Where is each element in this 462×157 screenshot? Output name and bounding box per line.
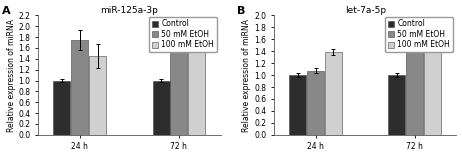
Bar [289,75,306,135]
Bar [188,35,205,135]
Bar [152,81,170,135]
Bar [54,81,70,135]
Bar [424,32,441,135]
Title: miR-125a-3p: miR-125a-3p [100,5,158,15]
Bar [325,52,342,135]
Y-axis label: Relative expression of miRNA: Relative expression of miRNA [243,19,251,132]
Title: let-7a-5p: let-7a-5p [345,5,386,15]
Text: B: B [237,6,246,16]
Bar [170,28,188,135]
Text: A: A [1,6,10,16]
Bar [71,40,88,135]
Legend: Control, 50 mM EtOH, 100 mM EtOH: Control, 50 mM EtOH, 100 mM EtOH [150,17,217,52]
Legend: Control, 50 mM EtOH, 100 mM EtOH: Control, 50 mM EtOH, 100 mM EtOH [385,17,453,52]
Bar [406,38,423,135]
Bar [389,75,406,135]
Bar [89,56,106,135]
Y-axis label: Relative expression of miRNA: Relative expression of miRNA [6,19,16,132]
Bar [307,71,324,135]
